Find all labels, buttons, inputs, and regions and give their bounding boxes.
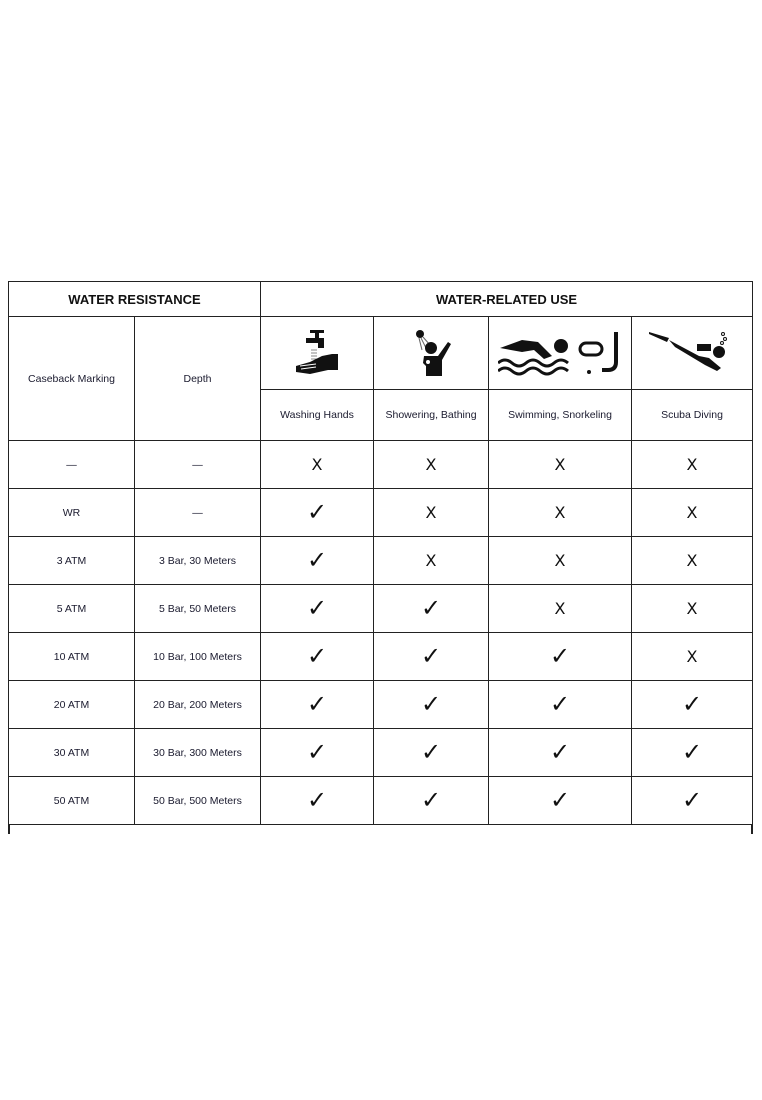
cross-icon: X [488, 584, 633, 633]
check-icon: ✓ [488, 776, 633, 825]
cross-icon: X [631, 632, 754, 681]
marking-cell: — [8, 440, 135, 489]
table-row: 30 ATM 30 Bar, 300 Meters ✓ ✓ ✓ ✓ [8, 728, 754, 777]
check-icon: ✓ [373, 776, 490, 825]
cross-icon: X [631, 440, 754, 489]
cross-icon: X [373, 536, 490, 585]
check-icon: ✓ [488, 728, 633, 777]
marking-cell: 5 ATM [8, 584, 135, 633]
check-icon: ✓ [373, 584, 490, 633]
table-edge [751, 824, 753, 834]
swimming-snorkel-icon [488, 316, 633, 390]
marking-cell: 50 ATM [8, 776, 135, 825]
use-label-washing-hands: Washing Hands [260, 389, 375, 441]
cross-icon: X [488, 536, 633, 585]
check-icon: ✓ [488, 680, 633, 729]
marking-cell: 10 ATM [8, 632, 135, 681]
table-row: WR — ✓ X X X [8, 488, 754, 537]
cross-icon: X [373, 488, 490, 537]
use-label-swimming: Swimming, Snorkeling [488, 389, 633, 441]
depth-cell: 3 Bar, 30 Meters [133, 536, 262, 585]
check-icon: ✓ [260, 488, 375, 537]
water-related-use-header: WATER-RELATED USE [260, 281, 754, 317]
check-icon: ✓ [488, 632, 633, 681]
depth-cell: 50 Bar, 500 Meters [133, 776, 262, 825]
check-icon: ✓ [260, 776, 375, 825]
check-icon: ✓ [631, 728, 754, 777]
cross-icon: X [631, 488, 754, 537]
shower-icon [373, 316, 490, 390]
depth-cell: 10 Bar, 100 Meters [133, 632, 262, 681]
cross-icon: X [631, 584, 754, 633]
marking-cell: WR [8, 488, 135, 537]
cross-icon: X [373, 440, 490, 489]
depth-cell: 5 Bar, 50 Meters [133, 584, 262, 633]
check-icon: ✓ [260, 680, 375, 729]
washing-hands-icon [260, 316, 375, 390]
cross-icon: X [631, 536, 754, 585]
cross-icon: X [260, 440, 375, 489]
table-edge [8, 824, 10, 834]
check-icon: ✓ [260, 584, 375, 633]
check-icon: ✓ [260, 632, 375, 681]
check-icon: ✓ [631, 776, 754, 825]
check-icon: ✓ [373, 632, 490, 681]
depth-cell: 20 Bar, 200 Meters [133, 680, 262, 729]
water-resistance-table: WATER RESISTANCE WATER-RELATED USE Caseb… [7, 281, 754, 825]
check-icon: ✓ [260, 728, 375, 777]
depth-cell: 30 Bar, 300 Meters [133, 728, 262, 777]
depth-header: Depth [133, 316, 262, 441]
caseback-marking-header: Caseback Marking [8, 316, 135, 441]
use-label-showering: Showering, Bathing [373, 389, 490, 441]
table-row: 10 ATM 10 Bar, 100 Meters ✓ ✓ ✓ X [8, 632, 754, 681]
marking-cell: 20 ATM [8, 680, 135, 729]
water-resistance-header: WATER RESISTANCE [7, 281, 262, 317]
scuba-diving-icon [631, 316, 754, 390]
check-icon: ✓ [373, 728, 490, 777]
check-icon: ✓ [631, 680, 754, 729]
check-icon: ✓ [373, 680, 490, 729]
table-row: 20 ATM 20 Bar, 200 Meters ✓ ✓ ✓ ✓ [8, 680, 754, 729]
table-row: — — X X X X [8, 440, 754, 489]
table-row: 50 ATM 50 Bar, 500 Meters ✓ ✓ ✓ ✓ [8, 776, 754, 825]
check-icon: ✓ [260, 536, 375, 585]
marking-cell: 30 ATM [8, 728, 135, 777]
marking-cell: 3 ATM [8, 536, 135, 585]
table-row: 3 ATM 3 Bar, 30 Meters ✓ X X X [8, 536, 754, 585]
cross-icon: X [488, 488, 633, 537]
use-label-scuba: Scuba Diving [631, 389, 754, 441]
table-row: 5 ATM 5 Bar, 50 Meters ✓ ✓ X X [8, 584, 754, 633]
cross-icon: X [488, 440, 633, 489]
depth-cell: — [133, 440, 262, 489]
depth-cell: — [133, 488, 262, 537]
